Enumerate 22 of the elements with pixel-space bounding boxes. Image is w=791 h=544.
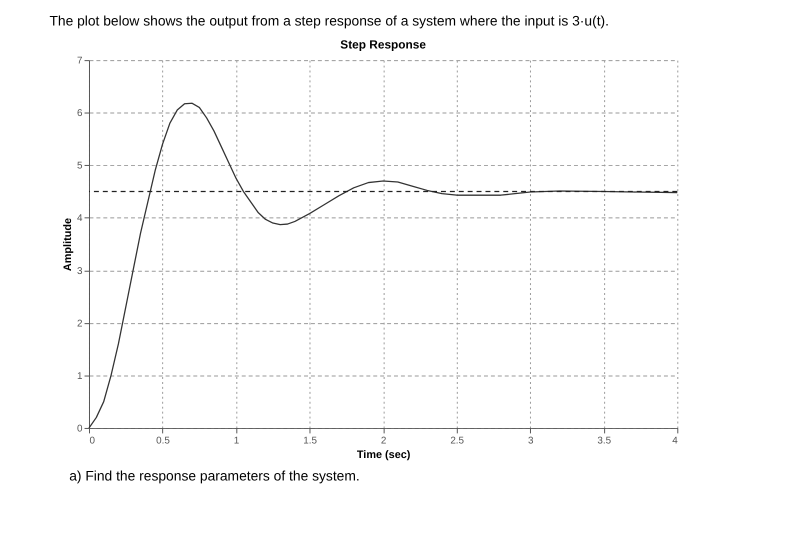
y-tick-label: 2: [77, 318, 83, 330]
text: The plot below shows the output from a step response of a system where the input is 3·u(t).: [49, 12, 609, 29]
x-tick-label: 3: [528, 435, 534, 446]
chart-title: Step Response: [340, 37, 426, 52]
x-axis-title: Time (sec): [356, 449, 411, 462]
y-axis-title: Amplitude: [62, 218, 74, 272]
y-tick-label: 4: [77, 213, 84, 224]
x-tick-label: 1: [234, 435, 240, 446]
y-tick-label: 0: [77, 423, 84, 434]
y-tick-label: 5: [77, 160, 84, 172]
x-tick-label: 2.5: [450, 435, 465, 446]
x-tick-label: 4: [672, 435, 678, 446]
y-tick-label: 7: [77, 56, 83, 67]
x-tick-label: 1.5: [303, 435, 318, 446]
y-tick-label: 3: [77, 266, 84, 277]
x-tick-label: 0: [89, 435, 96, 446]
y-tick-label: 1: [77, 370, 84, 382]
x-tick-label: 0.5: [156, 435, 170, 446]
x-tick-label: 3.5: [597, 435, 612, 446]
x-tick-label: 2: [380, 435, 386, 446]
text: a) Find the response parameters of the system.: [69, 467, 360, 484]
y-tick-label: 6: [77, 108, 84, 120]
